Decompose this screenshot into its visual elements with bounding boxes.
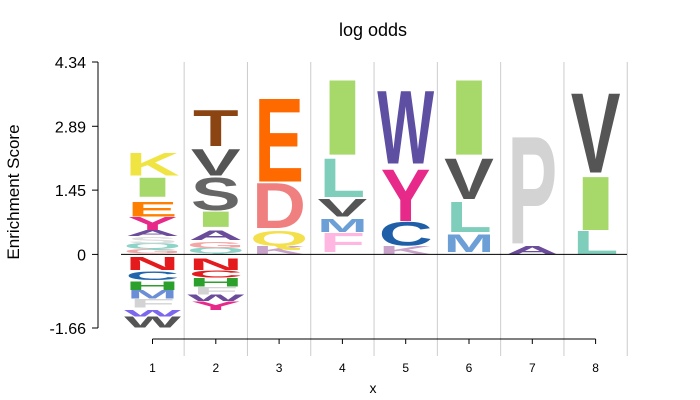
logo-letter-y: Y: [381, 154, 431, 237]
logo-letter-h: H: [126, 279, 180, 293]
logo-letter-i: I: [128, 172, 178, 203]
x-tick-label: 2: [212, 361, 219, 375]
logo-letter-a: A: [505, 244, 559, 258]
logo-letter-y: Y: [191, 299, 241, 313]
logo-letter-k: K: [252, 244, 306, 258]
logo-letter-f: F: [320, 227, 366, 258]
logo-letter-a: A: [126, 229, 180, 238]
logo-letter-y: Y: [128, 213, 178, 234]
logo-letter-k: K: [126, 147, 180, 183]
logo-letter-m: M: [127, 288, 177, 302]
logo-letter-l: L: [573, 225, 619, 262]
y-tick-label: -1.66: [50, 321, 87, 338]
logo-letter-k: K: [379, 244, 433, 258]
logo-letter-w: W: [124, 314, 182, 331]
y-tick-label: 0: [77, 247, 86, 264]
x-tick-label: 6: [466, 361, 473, 375]
logo-letter-i: I: [191, 207, 241, 232]
logo-letter-n: N: [126, 253, 180, 274]
logo-letter-e: E: [254, 74, 304, 207]
logo-letter-a: A: [189, 228, 243, 244]
logo-letter-c: C: [189, 268, 243, 280]
x-tick-label: 5: [402, 361, 409, 375]
axes: -1.66 0 1.45 2.89 4.34 1 2 3 4 5 6 7 8: [50, 55, 627, 375]
y-tick-label: 2.89: [55, 119, 86, 136]
logo-letter-q: Q: [123, 242, 181, 251]
logo-letter-g: G: [123, 248, 181, 255]
x-tick-label: 3: [276, 361, 283, 375]
logo-letter-t: T: [193, 99, 239, 157]
logo-letter-w: W: [124, 308, 181, 318]
logo-letter-v: V: [318, 195, 368, 222]
logo-letter-i: I: [318, 57, 368, 178]
logo-letter-l: L: [320, 147, 366, 209]
logo-letter-p: P: [507, 103, 557, 276]
logo-letter-m: M: [317, 216, 367, 236]
logo-letter-w: W: [187, 293, 244, 303]
x-axis-label: x: [370, 380, 377, 396]
y-axis-label: Enrichment Score: [4, 124, 23, 259]
logo-letter-e: E: [128, 197, 178, 221]
logo-letter-c: C: [379, 216, 433, 253]
x-tick-label: 4: [339, 361, 346, 375]
logo-letter-m: M: [444, 230, 494, 258]
y-tick-label: 4.34: [55, 55, 86, 72]
logo-letter-q: Q: [187, 246, 245, 255]
logo-letter-w: W: [377, 70, 434, 186]
logo-letter-l: L: [446, 193, 492, 241]
chart-title: log odds: [339, 20, 407, 40]
y-tick-label: 1.45: [55, 183, 86, 200]
logo-letter-v: V: [571, 71, 621, 198]
logo-letter-h: H: [189, 276, 243, 290]
logo-letter-c: C: [126, 269, 180, 283]
logo-letter-v: V: [191, 141, 241, 184]
logo-letter-i: I: [571, 161, 621, 247]
grid-lines: [183, 62, 628, 356]
logo-letter-f: F: [130, 297, 176, 311]
logo-letter-s: S: [191, 169, 241, 220]
logo-letter-i: I: [444, 57, 494, 178]
x-tick-label: 8: [592, 361, 599, 375]
logo-letter-d: D: [252, 169, 306, 241]
x-tick-label: 1: [149, 361, 156, 375]
logo-letter-g: G: [187, 241, 245, 250]
logo-letter-f: F: [193, 285, 239, 297]
logo-letter-n: N: [189, 255, 243, 273]
x-tick-label: 7: [529, 361, 536, 375]
letter-stacks: WWFMHCNGQSAYEIKYWFHCNQGAISVTKQDEFMVLIKCY…: [123, 57, 620, 331]
logo-letter-q: Q: [250, 226, 308, 250]
logo-letter-s: S: [128, 235, 178, 245]
logo-letter-v: V: [444, 147, 494, 212]
